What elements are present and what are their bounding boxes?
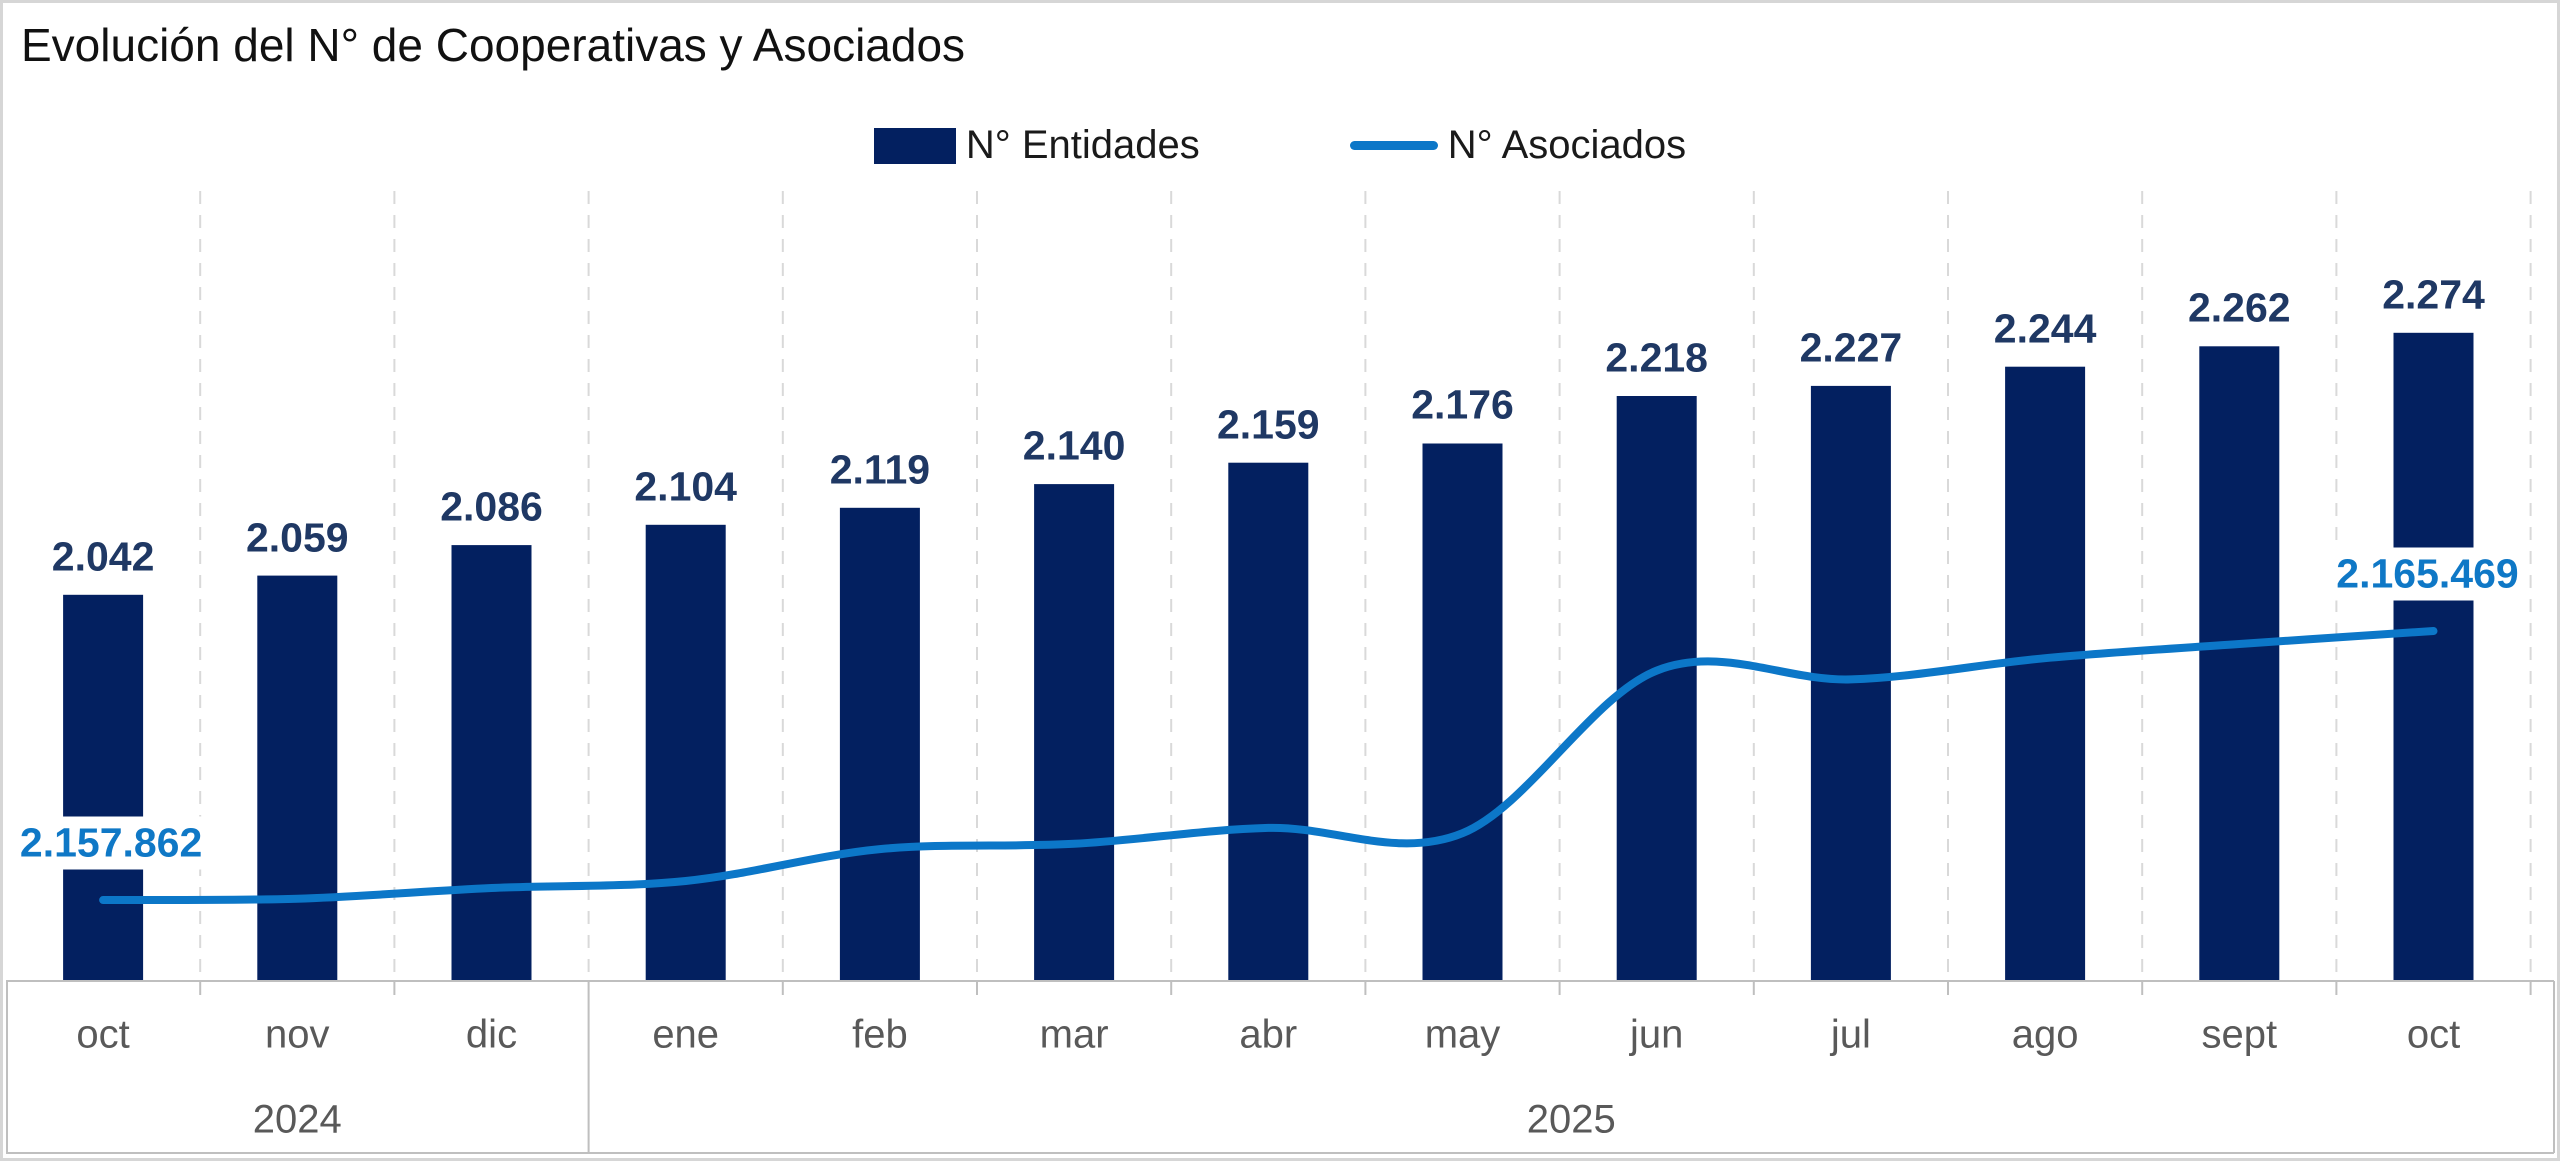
line-series — [99, 627, 2438, 905]
category-axis — [6, 980, 2555, 1154]
bar — [1422, 443, 1503, 981]
month-label: dic — [465, 1012, 518, 1057]
year-label: 2024 — [252, 1097, 342, 1142]
line-data-label: 2.165.469 — [2326, 547, 2529, 601]
month-label: ago — [2011, 1012, 2079, 1057]
bar-series-swatch-icon — [873, 127, 956, 164]
month-label: jul — [1830, 1012, 1871, 1057]
bar — [1810, 385, 1891, 981]
month-label: nov — [265, 1012, 330, 1057]
month-label: jun — [1629, 1012, 1684, 1057]
month-label: abr — [1239, 1012, 1298, 1057]
bar — [839, 507, 920, 981]
line-data-label: 2.157.862 — [9, 816, 213, 870]
bar-data-label: 2.159 — [1216, 401, 1320, 448]
bar — [1228, 462, 1309, 981]
bar — [2005, 366, 2086, 981]
bar-data-label: 2.140 — [1022, 422, 1126, 469]
bar-data-label: 2.218 — [1605, 334, 1708, 381]
bar — [645, 524, 726, 981]
month-label: feb — [852, 1012, 908, 1057]
bar — [2393, 332, 2474, 981]
chart-title: Evolución del N° de Cooperativas y Asoci… — [21, 19, 966, 71]
bar-data-label: 2.244 — [1993, 305, 2097, 352]
month-label: oct — [2406, 1012, 2461, 1057]
bar-data-label: 2.086 — [440, 483, 543, 530]
legend-item-entidades: N° Entidades — [873, 123, 1200, 168]
bar — [63, 594, 144, 981]
month-label: mar — [1039, 1012, 1109, 1057]
month-label: sept — [2201, 1012, 2278, 1057]
bar — [1034, 484, 1115, 981]
month-label: ene — [652, 1012, 720, 1057]
bar-data-label: 2.059 — [245, 514, 349, 561]
line-series-swatch-icon — [1349, 141, 1438, 150]
bar-data-label: 2.262 — [2187, 284, 2291, 331]
vertical-gridlines — [199, 191, 2532, 979]
bar-series — [63, 332, 2474, 981]
legend-item-asociados: N° Asociados — [1349, 123, 1687, 168]
plot-area: 2.042 2.059 2.086 2.104 2.119 2.140 2.159 2.176… — [3, 3, 2557, 1158]
legend-label-asociados: N° Asociados — [1447, 123, 1687, 167]
bar-data-label: 2.104 — [634, 463, 737, 510]
legend-label-entidades: N° Entidades — [965, 123, 1200, 167]
month-label: may — [1424, 1012, 1501, 1057]
bar-data-label: 2.042 — [51, 533, 155, 580]
bar-data-label: 2.274 — [2382, 271, 2485, 318]
bar-data-label: 2.119 — [829, 446, 931, 493]
bar-data-label: 2.227 — [1799, 324, 1903, 371]
bar — [2199, 346, 2280, 981]
month-label: oct — [76, 1012, 130, 1057]
bar-data-label: 2.176 — [1411, 381, 1514, 428]
bar — [451, 545, 532, 981]
bar — [257, 575, 338, 981]
year-label: 2025 — [1526, 1097, 1616, 1142]
legend: N° Entidades N° Asociados — [3, 123, 2557, 168]
